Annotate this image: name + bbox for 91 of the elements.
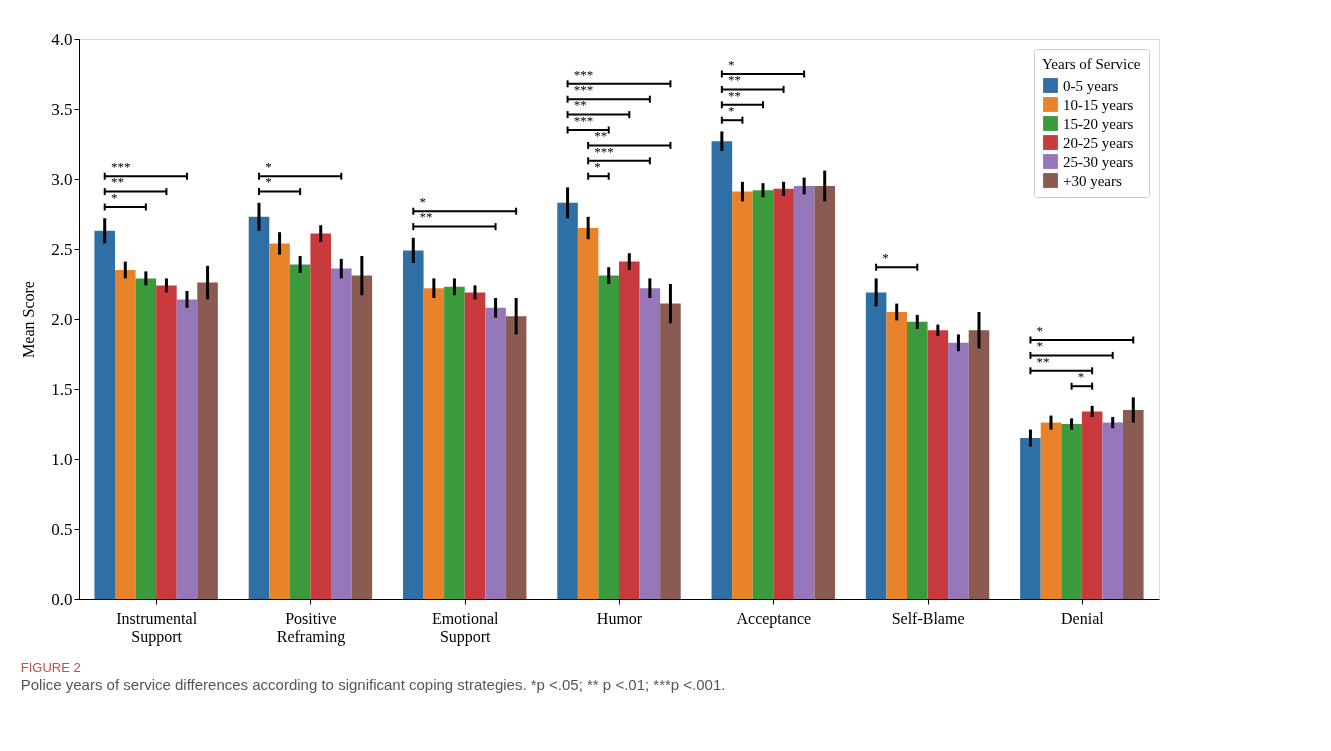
bar xyxy=(176,299,198,599)
y-axis-title: Mean Score xyxy=(20,281,38,358)
bar xyxy=(135,278,157,599)
bar xyxy=(598,275,619,599)
bar xyxy=(865,292,887,599)
bar xyxy=(444,286,465,599)
bar xyxy=(485,307,506,599)
bar xyxy=(248,216,270,599)
bar xyxy=(660,303,681,599)
bar xyxy=(156,285,177,599)
bar xyxy=(94,230,115,599)
annotation: ** xyxy=(419,209,433,225)
bar xyxy=(968,330,990,599)
annotation: *** xyxy=(110,159,131,174)
bar xyxy=(814,186,835,599)
bar xyxy=(351,275,373,599)
legend-label: +30 years xyxy=(1063,172,1123,189)
annotation: * xyxy=(265,159,272,174)
legend-title: Years of Service xyxy=(1042,56,1141,72)
legend-label: 10-15 years xyxy=(1063,96,1134,113)
bar xyxy=(197,282,218,599)
bar xyxy=(1040,422,1062,599)
bar xyxy=(115,270,136,599)
annotation: *** xyxy=(573,82,594,97)
x-tick-label: Emotional Support xyxy=(431,609,500,646)
bar xyxy=(1081,411,1103,599)
legend-label: 0-5 years xyxy=(1063,77,1119,94)
y-tick-label: 2.5 xyxy=(51,239,73,259)
bar xyxy=(310,233,331,599)
bar xyxy=(948,342,969,599)
annotation: * xyxy=(728,103,735,118)
y-tick-label: 4.0 xyxy=(51,29,73,49)
y-tick-label: 0.5 xyxy=(51,519,73,539)
bar xyxy=(639,288,661,599)
bar xyxy=(269,243,290,599)
annotation: *** xyxy=(573,66,594,82)
bar xyxy=(1020,438,1041,599)
y-tick-label: 0.0 xyxy=(51,589,73,609)
bar xyxy=(619,261,640,599)
bar xyxy=(793,186,815,599)
bar xyxy=(289,264,311,599)
legend-label: 15-20 years xyxy=(1063,115,1134,132)
x-tick-label: Instrumental Support xyxy=(116,609,198,646)
bar xyxy=(505,316,527,599)
bar xyxy=(1061,424,1082,599)
annotation: * xyxy=(1077,369,1085,384)
bar xyxy=(732,191,753,599)
annotation: ** xyxy=(573,97,587,113)
bar xyxy=(711,141,733,599)
bar xyxy=(557,202,578,599)
x-tick-label: Positive Reframing xyxy=(276,609,346,646)
bar xyxy=(423,288,445,599)
bar xyxy=(464,292,486,599)
annotation: * xyxy=(594,159,601,174)
legend-label: 25-30 years xyxy=(1063,153,1134,170)
bar xyxy=(907,321,928,599)
bar xyxy=(577,228,599,599)
y-tick-label: 1.5 xyxy=(51,379,73,399)
bar xyxy=(927,330,949,599)
annotation: *** xyxy=(594,143,614,159)
annotation: ** xyxy=(110,174,124,190)
annotation: * xyxy=(1036,322,1044,338)
annotation: * xyxy=(265,174,272,190)
annotation: ** xyxy=(594,128,608,144)
bar xyxy=(773,188,794,599)
y-tick-label: 2.0 xyxy=(51,309,73,329)
annotation: * xyxy=(728,56,735,72)
x-tick-label: Humor xyxy=(596,609,643,627)
bar xyxy=(1102,422,1123,599)
bar xyxy=(886,312,907,599)
annotation: ** xyxy=(728,72,742,88)
bar xyxy=(1123,410,1144,599)
annotation: *** xyxy=(573,112,594,128)
annotation: * xyxy=(1036,338,1044,354)
x-tick-label: Self-Blame xyxy=(891,609,965,627)
bar xyxy=(331,268,352,599)
annotation: * xyxy=(419,194,426,209)
y-tick-label: 3.5 xyxy=(51,99,73,119)
caption: FIGURE 2 xyxy=(20,660,81,675)
bar xyxy=(403,250,424,599)
text: Police years of service differences according to significant coping strategies. *p <.05; ** p <.01; ***p <.001. xyxy=(20,676,726,693)
annotation: * xyxy=(110,189,118,205)
bar xyxy=(752,190,774,599)
y-tick-label: 3.0 xyxy=(51,169,73,189)
legend-label: 20-25 years xyxy=(1063,134,1134,151)
annotation: ** xyxy=(728,87,742,103)
y-tick-label: 1.0 xyxy=(51,449,73,469)
x-tick-label: Denial xyxy=(1061,609,1105,627)
x-tick-label: Acceptance xyxy=(736,609,812,628)
annotation: ** xyxy=(1036,353,1050,369)
annotation: * xyxy=(882,250,889,265)
